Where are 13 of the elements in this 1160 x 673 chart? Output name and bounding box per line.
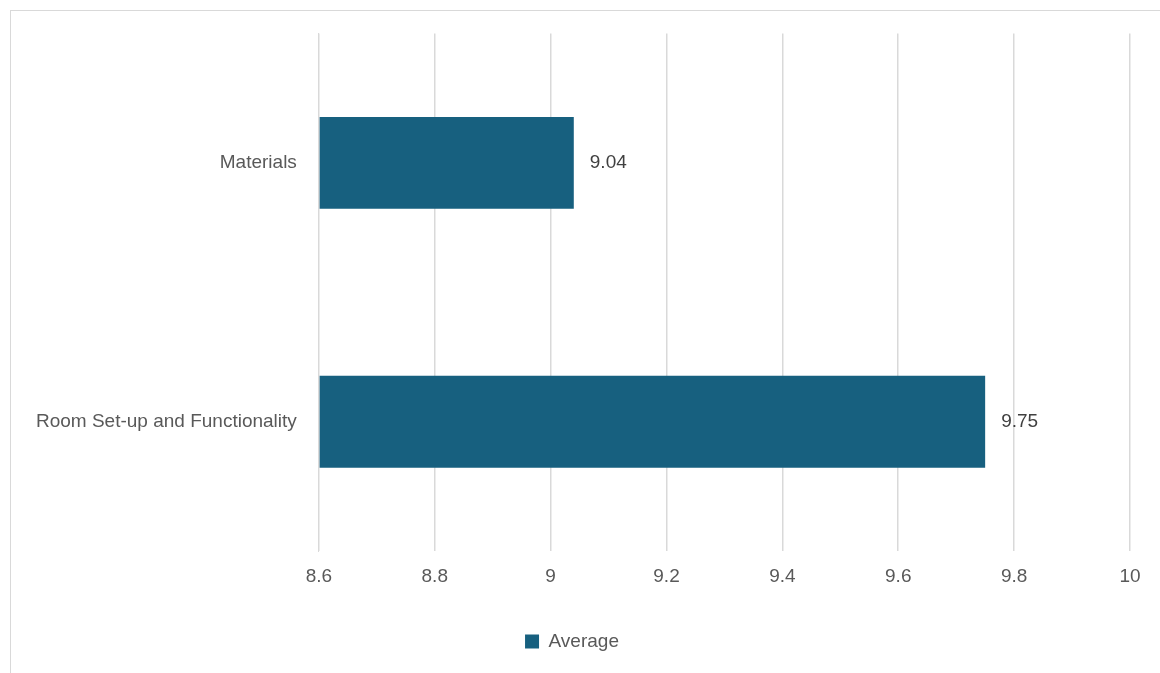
x-tick-label: 9 (545, 564, 556, 586)
x-tick-label: 9.2 (653, 564, 680, 586)
legend-label: Average (548, 629, 619, 651)
x-tick-label: 9.8 (1000, 564, 1028, 586)
x-tick-label: 8.8 (421, 564, 448, 586)
y-tick-label: Room Set-up and Functionality (35, 409, 298, 431)
x-tick-label: 10 (1119, 564, 1141, 586)
data-label: 9.75 (1001, 409, 1039, 431)
x-tick-label: 8.6 (305, 564, 333, 586)
x-tick-label: 9.4 (769, 564, 796, 586)
data-label: 9.04 (589, 151, 628, 173)
y-tick-label: Materials (219, 151, 297, 173)
x-tick-label: 9.6 (885, 564, 912, 586)
